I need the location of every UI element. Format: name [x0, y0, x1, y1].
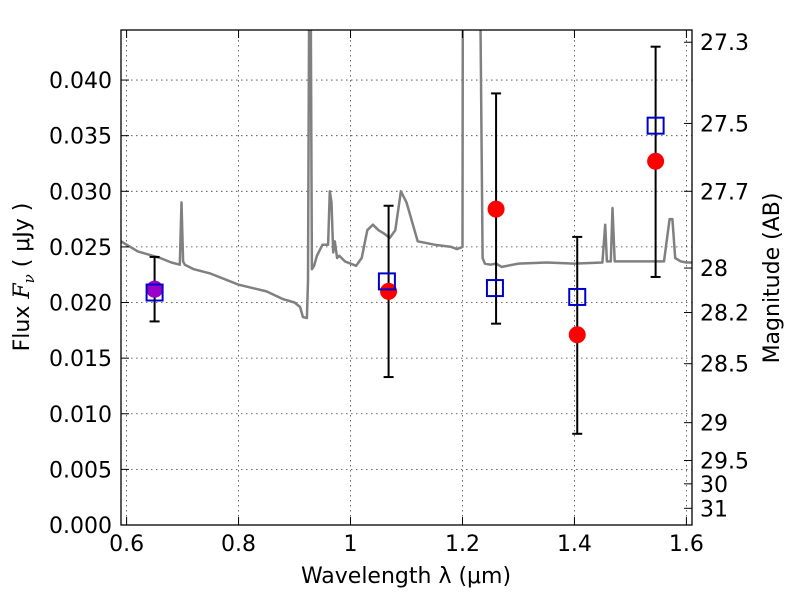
y2-tick-label: 27.7: [700, 180, 749, 205]
observed-flux-point: [380, 282, 398, 300]
y-tick-label: 0.040: [49, 69, 112, 94]
y2-tick-label: 31: [700, 497, 728, 522]
y2-tick-label: 28.5: [700, 353, 749, 378]
y-tick-label: 0.020: [49, 292, 112, 317]
x-tick-labels: 0.6 0.8 1 1.2 1.4 1.6: [109, 532, 704, 557]
y-tick-label: 0.005: [49, 458, 112, 483]
x-tick-label: 1.4: [557, 532, 592, 557]
y2-axis-title: Magnitude (AB): [760, 193, 785, 364]
y2-tick-label: 30: [700, 473, 728, 498]
y-tick-label: 0.030: [49, 180, 112, 205]
y-axis-title-unit: ( μJy ): [10, 203, 35, 275]
plot-area: [121, 30, 692, 435]
markers: [145, 45, 665, 435]
model-photometry-square: [485, 279, 504, 298]
y-tick-label: 0.000: [49, 514, 112, 539]
axis-ticks: [121, 30, 692, 526]
y-tick-label: 0.015: [49, 347, 112, 372]
y-axis-title-symbol: F: [10, 283, 35, 300]
grid: [121, 30, 692, 526]
y2-tick-label: 28: [700, 257, 728, 282]
y-axis-title-prefix: Flux: [10, 299, 35, 352]
model-photometry-square: [646, 116, 665, 135]
model-photometry-square: [377, 272, 396, 291]
observed-flux-point: [487, 200, 505, 218]
y-tick-label: 0.035: [49, 125, 112, 150]
model-spectrum-line: [121, 30, 692, 320]
x-tick-label: 1: [344, 532, 358, 557]
y2-tick-label: 28.2: [700, 302, 749, 327]
model-photometry-square: [568, 287, 587, 306]
x-tick-label: 0.6: [109, 532, 144, 557]
x-tick-label: 1.2: [445, 532, 480, 557]
y2-tick-label: 29: [700, 412, 728, 437]
y-axis-title-subscript: ν: [20, 274, 38, 283]
observed-flux-point: [647, 152, 665, 170]
y-tick-label: 0.025: [49, 236, 112, 261]
observed-flux-point: [568, 326, 586, 344]
y2-tick-label: 29.5: [700, 449, 749, 474]
y-tick-label: 0.010: [49, 403, 112, 428]
y-axis-title: Flux Fν ( μJy ): [10, 203, 38, 352]
x-axis-title: Wavelength λ (μm): [301, 564, 511, 589]
x-tick-label: 1.6: [669, 532, 704, 557]
model-photometry-square: [145, 283, 164, 302]
y-tick-labels: 0.000 0.005 0.010 0.015 0.020 0.025 0.030 0.035…: [49, 69, 112, 539]
y2-tick-label: 27.5: [700, 112, 749, 137]
y2-tick-label: 27.3: [700, 31, 749, 56]
x-tick-label: 0.8: [221, 532, 256, 557]
plot-frame: [120, 29, 693, 526]
